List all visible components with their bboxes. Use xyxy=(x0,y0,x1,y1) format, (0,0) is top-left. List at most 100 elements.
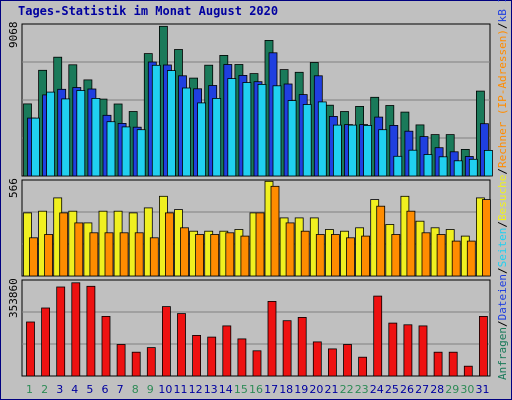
bar-seiten-day-31 xyxy=(483,149,493,177)
day-label-31: 31 xyxy=(476,383,490,396)
bar-kb-day-7 xyxy=(116,344,126,377)
bar-rechner-day-15 xyxy=(240,235,250,277)
bar-rechner-day-19 xyxy=(300,230,310,277)
day-label-13: 13 xyxy=(204,383,218,396)
bar-rechner-day-7 xyxy=(119,232,129,277)
bar-kb-day-4 xyxy=(71,282,81,377)
bar-seiten-day-4 xyxy=(76,90,86,177)
bar-seiten-day-24 xyxy=(378,129,388,177)
day-label-29: 29 xyxy=(445,383,459,396)
chart-title: Tages-Statistik im Monat August 2020 xyxy=(18,4,279,18)
bar-seiten-day-7 xyxy=(121,126,131,177)
bar-seiten-day-6 xyxy=(106,121,116,177)
bar-kb-day-13 xyxy=(207,336,217,377)
bar-seiten-day-9 xyxy=(151,64,161,177)
day-label-17: 17 xyxy=(264,383,278,396)
bar-rechner-day-22 xyxy=(346,237,355,277)
bar-seiten-day-10 xyxy=(166,70,176,177)
bar-kb-day-25 xyxy=(388,322,398,377)
day-label-9: 9 xyxy=(147,383,154,396)
day-label-28: 28 xyxy=(430,383,444,396)
bar-kb-day-11 xyxy=(177,313,186,377)
day-label-6: 6 xyxy=(102,383,109,396)
day-label-11: 11 xyxy=(174,383,188,396)
bar-kb-day-2 xyxy=(41,307,50,377)
bar-rechner-day-11 xyxy=(180,227,189,277)
bar-seiten-day-13 xyxy=(212,98,222,177)
day-label-30: 30 xyxy=(460,383,474,396)
bar-rechner-day-16 xyxy=(255,212,265,277)
day-label-22: 22 xyxy=(340,383,354,396)
bar-kb-day-29 xyxy=(448,351,458,377)
day-label-4: 4 xyxy=(71,383,78,396)
bar-kb-day-27 xyxy=(418,325,428,377)
bar-kb-day-3 xyxy=(56,286,66,377)
bar-rechner-day-18 xyxy=(285,222,295,277)
day-label-20: 20 xyxy=(309,383,323,396)
bar-seiten-day-29 xyxy=(453,160,463,177)
bar-kb-day-26 xyxy=(403,324,413,377)
bar-rechner-day-9 xyxy=(149,237,159,277)
bar-kb-day-9 xyxy=(146,347,156,377)
bar-seiten-day-11 xyxy=(182,87,191,177)
bar-seiten-day-23 xyxy=(363,125,373,177)
bar-seiten-day-20 xyxy=(317,101,327,177)
bar-kb-day-19 xyxy=(297,316,307,377)
bar-rechner-day-20 xyxy=(315,234,325,277)
bar-kb-day-10 xyxy=(161,306,171,377)
bar-rechner-day-13 xyxy=(210,234,220,277)
bar-seiten-day-17 xyxy=(272,85,282,177)
bar-kb-day-14 xyxy=(222,325,232,377)
day-label-2: 2 xyxy=(41,383,48,396)
bar-rechner-day-6 xyxy=(104,232,114,277)
day-label-25: 25 xyxy=(385,383,399,396)
bar-kb-day-24 xyxy=(373,295,383,377)
bar-rechner-day-31 xyxy=(481,199,491,277)
bar-seiten-day-30 xyxy=(468,158,478,177)
day-label-12: 12 xyxy=(189,383,203,396)
bar-seiten-day-19 xyxy=(302,104,312,177)
bar-seiten-day-8 xyxy=(136,129,146,177)
bar-seiten-day-2 xyxy=(46,91,55,177)
bar-rechner-day-25 xyxy=(391,234,401,277)
bar-seiten-day-26 xyxy=(408,149,418,177)
bar-seiten-day-28 xyxy=(438,156,448,177)
day-label-27: 27 xyxy=(415,383,429,396)
bar-kb-day-28 xyxy=(433,351,443,377)
bar-rechner-day-27 xyxy=(421,232,431,277)
bar-kb-day-16 xyxy=(252,350,262,377)
bar-kb-day-23 xyxy=(358,356,368,377)
bar-rechner-day-29 xyxy=(451,240,461,277)
bar-kb-day-31 xyxy=(478,315,488,377)
bar-rechner-day-12 xyxy=(195,234,205,277)
bar-kb-day-6 xyxy=(101,315,111,377)
bar-kb-day-30 xyxy=(463,365,473,377)
day-label-14: 14 xyxy=(219,383,233,396)
bar-rechner-day-21 xyxy=(330,234,340,277)
bar-rechner-day-10 xyxy=(164,212,174,277)
day-label-15: 15 xyxy=(234,383,248,396)
day-label-23: 23 xyxy=(355,383,369,396)
bar-rechner-day-2 xyxy=(44,234,53,277)
day-label-24: 24 xyxy=(370,383,384,396)
bar-rechner-day-24 xyxy=(376,205,386,277)
day-label-26: 26 xyxy=(400,383,414,396)
bar-seiten-day-27 xyxy=(423,154,433,177)
bar-seiten-day-12 xyxy=(197,102,207,177)
day-label-16: 16 xyxy=(249,383,263,396)
bar-seiten-day-1 xyxy=(31,117,40,177)
bar-kb-day-20 xyxy=(312,341,322,377)
bar-kb-day-22 xyxy=(343,344,352,377)
bar-seiten-day-21 xyxy=(332,124,342,177)
bar-rechner-day-30 xyxy=(466,240,476,277)
bar-rechner-day-3 xyxy=(59,212,69,277)
day-label-18: 18 xyxy=(279,383,293,396)
day-label-3: 3 xyxy=(56,383,63,396)
bar-kb-day-5 xyxy=(86,285,96,377)
bar-rechner-day-28 xyxy=(436,234,446,277)
bar-seiten-day-18 xyxy=(287,100,297,177)
bar-kb-day-17 xyxy=(267,300,277,377)
day-label-7: 7 xyxy=(117,383,124,396)
bar-rechner-day-26 xyxy=(406,210,416,277)
bar-rechner-day-14 xyxy=(225,232,235,277)
